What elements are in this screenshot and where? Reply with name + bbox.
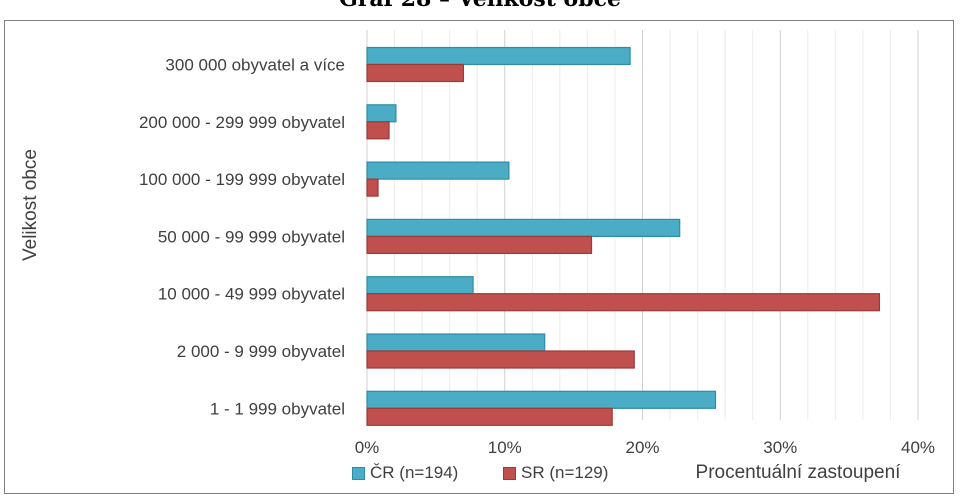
bar-cr-5 <box>366 333 546 352</box>
category-label: 2 000 - 9 999 obyvatel <box>177 342 345 361</box>
x-tick-label: 40% <box>901 438 935 457</box>
legend-swatch-sr <box>503 466 516 480</box>
category-label: 200 000 - 299 999 obyvatel <box>139 113 345 132</box>
legend-label-sr: SR (n=129) <box>521 463 609 482</box>
legend-item-cr: ČR (n=194) <box>352 463 458 483</box>
bar-sr-6 <box>366 407 613 426</box>
x-tick-label: 10% <box>488 438 522 457</box>
category-label: 300 000 obyvatel a více <box>165 56 345 75</box>
y-axis-label: Velikost obce <box>20 149 41 261</box>
bar-cr-0 <box>366 46 631 66</box>
bar-cr-2 <box>366 161 510 180</box>
bar-sr-1 <box>366 121 390 140</box>
category-label: 50 000 - 99 999 obyvatel <box>158 227 345 246</box>
bar-cr-4 <box>366 276 474 295</box>
x-tick-label: 20% <box>625 438 659 457</box>
bar-cr-1 <box>366 104 397 123</box>
chart-title: Graf 28 – Velikost obce <box>0 0 960 12</box>
bar-cr-6 <box>366 390 717 409</box>
x-axis-label: Procentuální zastoupení <box>696 462 902 483</box>
category-label: 10 000 - 49 999 obyvatel <box>158 285 345 304</box>
bar-sr-4 <box>366 293 881 312</box>
category-labels: 300 000 obyvatel a více 200 000 - 299 999… <box>139 56 345 419</box>
x-tick-label: 30% <box>763 438 797 457</box>
bar-cr-3 <box>366 218 681 237</box>
legend-item-sr: SR (n=129) <box>503 463 608 483</box>
bar-sr-0 <box>366 63 465 83</box>
bars <box>366 46 881 426</box>
bar-sr-3 <box>366 235 593 254</box>
bar-sr-2 <box>366 178 379 197</box>
legend-label-cr: ČR (n=194) <box>370 463 459 482</box>
legend-swatch-cr <box>352 466 365 480</box>
category-label: 100 000 - 199 999 obyvatel <box>139 170 345 189</box>
x-tick-label: 0% <box>355 438 380 457</box>
x-tick-labels: 0% 10% 20% 30% 40% <box>355 438 935 457</box>
category-label: 1 - 1 999 obyvatel <box>210 399 345 418</box>
bar-sr-5 <box>366 350 635 369</box>
